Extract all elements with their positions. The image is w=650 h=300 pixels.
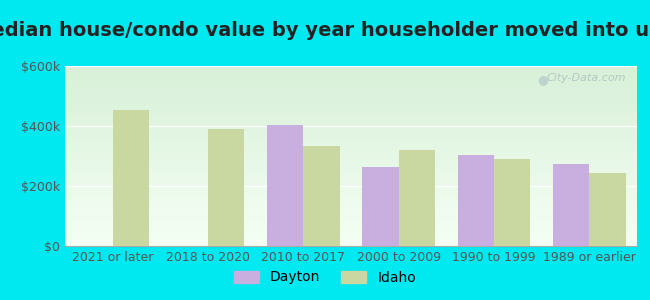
Bar [494,159,530,246]
Bar [267,124,304,246]
Bar [363,167,398,246]
Bar [208,129,244,246]
Text: City-Data.com: City-Data.com [546,73,625,83]
Bar [590,172,625,246]
Bar [398,150,435,246]
Text: Median house/condo value by year householder moved into unit: Median house/condo value by year househo… [0,21,650,40]
Bar [112,110,149,246]
Text: ●: ● [538,73,549,86]
Bar [304,146,339,246]
Legend: Dayton, Idaho: Dayton, Idaho [228,265,422,290]
Bar [458,154,494,246]
Bar [553,164,590,246]
